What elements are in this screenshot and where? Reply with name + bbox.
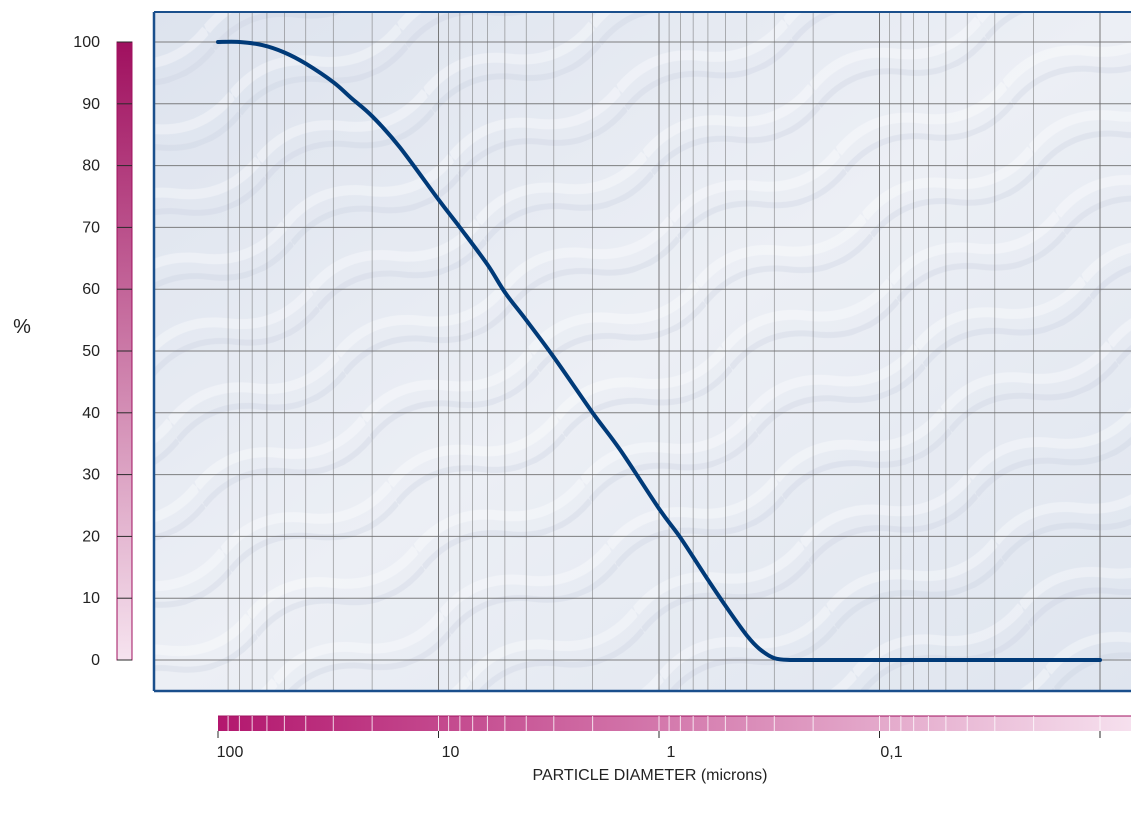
y-tick-label: 100: [73, 34, 100, 51]
x-tick-label: 100: [217, 744, 244, 761]
x-axis-title: PARTICLE DIAMETER (microns): [533, 767, 768, 784]
x-tick-label: 10: [442, 744, 460, 761]
y-tick-label: 50: [82, 343, 100, 360]
x-axis: 100 10 1 0,1 PARTICLE DIAMETER (microns): [217, 715, 1131, 784]
horizontal-gridlines: [154, 41, 1131, 661]
y-axis: 0 10 20 30 40 50 60 70 80 90 100 %: [13, 34, 133, 669]
y-tick-label: 60: [82, 281, 100, 298]
y-tick-label: 20: [82, 528, 100, 545]
y-tick-label: 70: [82, 219, 100, 236]
x-axis-scale-bar: [218, 716, 1131, 731]
plot-area: [152, 11, 1131, 693]
y-tick-label: 30: [82, 467, 100, 484]
y-tick-label: 80: [82, 158, 100, 175]
y-axis-title: %: [13, 316, 31, 338]
y-axis-ticks: 0 10 20 30 40 50 60 70 80 90 100: [73, 34, 132, 669]
y-tick-label: 90: [82, 96, 100, 113]
x-axis-ticks: 100 10 1 0,1: [217, 731, 1101, 761]
cumulative-curve: [216, 39, 1102, 663]
y-tick-label: 40: [82, 405, 100, 422]
x-axis-scale-divisions: [227, 716, 1101, 731]
x-tick-label: 1: [667, 744, 676, 761]
y-tick-label: 10: [82, 590, 100, 607]
y-tick-label: 0: [91, 652, 100, 669]
x-tick-label: 0,1: [880, 744, 902, 761]
